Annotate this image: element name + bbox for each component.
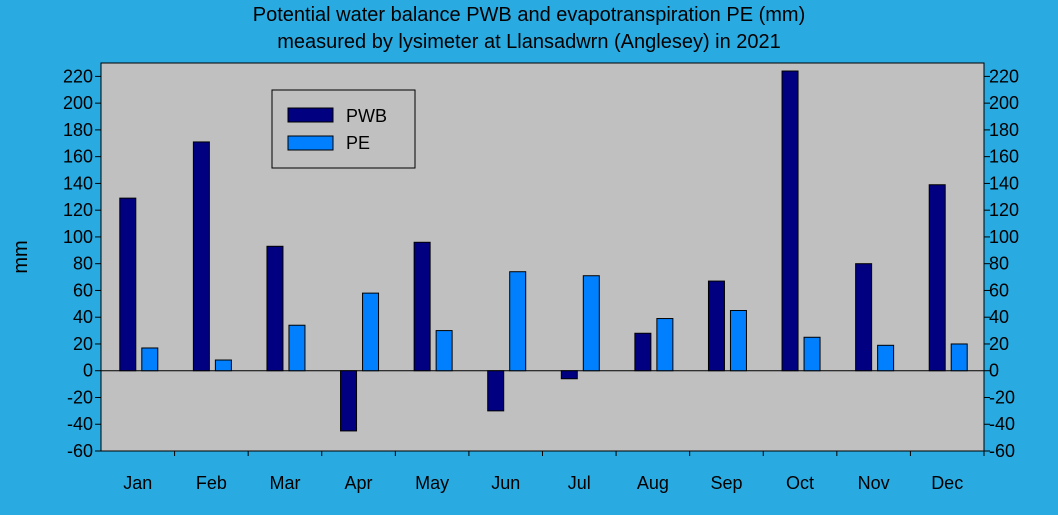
bar-pe-oct [803, 336, 821, 372]
bar-pe-dec [950, 343, 968, 372]
x-tick-label: Jan [123, 473, 152, 493]
x-tick-label: Sep [710, 473, 742, 493]
y-tick-label-left: 20 [73, 334, 93, 354]
chart-title-line-1: Potential water balance PWB and evapotra… [252, 4, 806, 26]
bar-pe-jul [582, 275, 600, 372]
y-tick-label-left: 200 [63, 93, 93, 113]
y-tick-label-right: -20 [989, 387, 1015, 407]
bar-pwb-mar [266, 245, 284, 372]
bar-pwb-feb [192, 141, 210, 372]
y-tick-label-right: 40 [989, 307, 1009, 327]
legend: PWB PE [271, 89, 416, 169]
y-tick-label-right: 120 [989, 200, 1019, 220]
y-axis-label: mm [10, 240, 32, 273]
bar-pe-jun [509, 271, 527, 372]
bar-pe-may [435, 330, 453, 372]
x-tick-label: Jul [568, 473, 591, 493]
y-tick-label-right: 60 [989, 280, 1009, 300]
y-tick-label-right: 140 [989, 173, 1019, 193]
bar-pwb-jul [560, 370, 578, 380]
y-tick-label-left: 120 [63, 200, 93, 220]
bar-pwb-oct [781, 70, 799, 372]
y-tick-label-left: -60 [67, 441, 93, 461]
y-tick-label-left: 140 [63, 173, 93, 193]
y-tick-label-left: 100 [63, 227, 93, 247]
bar-pwb-jun [487, 370, 505, 412]
y-tick-label-right: 80 [989, 254, 1009, 274]
x-tick-label: Dec [931, 473, 963, 493]
x-tick-label: Jun [491, 473, 520, 493]
y-tick-label-left: 180 [63, 120, 93, 140]
legend-swatch-pwb [287, 107, 334, 123]
bar-pwb-nov [855, 263, 873, 372]
bar-pe-jan [141, 347, 159, 372]
bar-pe-sep [729, 310, 747, 372]
y-tick-label-left: 60 [73, 280, 93, 300]
y-tick-label-right: 160 [989, 147, 1019, 167]
x-tick-label: Aug [637, 473, 669, 493]
bar-pwb-apr [340, 370, 358, 432]
y-tick-label-right: -60 [989, 441, 1015, 461]
bar-pe-mar [288, 324, 306, 372]
plot-area [100, 62, 985, 452]
y-tick-label-left: 220 [63, 66, 93, 86]
bar-pwb-dec [928, 184, 946, 372]
y-tick-label-left: 80 [73, 254, 93, 274]
y-tick-label-left: -40 [67, 414, 93, 434]
bar-pwb-aug [634, 332, 652, 372]
y-tick-label-right: -40 [989, 414, 1015, 434]
y-tick-label-right: 200 [989, 93, 1019, 113]
y-tick-label-right: 220 [989, 66, 1019, 86]
y-tick-label-left: 0 [83, 361, 93, 381]
legend-label-pe: PE [346, 133, 370, 153]
bar-pe-feb [214, 359, 232, 372]
bar-pe-nov [877, 344, 895, 372]
y-tick-label-left: 40 [73, 307, 93, 327]
bar-pe-aug [656, 318, 674, 372]
x-tick-label: Oct [786, 473, 814, 493]
bar-pwb-sep [707, 280, 725, 372]
bar-pwb-jan [119, 197, 137, 372]
x-tick-label: Mar [269, 473, 300, 493]
chart-title-line-2: measured by lysimeter at Llansadwrn (Ang… [277, 31, 781, 53]
bar-pe-apr [362, 292, 380, 372]
legend-swatch-pe [287, 135, 334, 151]
bar-pwb-may [413, 241, 431, 372]
x-tick-label: Nov [858, 473, 890, 493]
y-tick-label-left: 160 [63, 147, 93, 167]
x-tick-label: Feb [196, 473, 227, 493]
legend-box [271, 89, 416, 169]
x-tick-label: Apr [345, 473, 373, 493]
y-tick-label-right: 0 [989, 361, 999, 381]
y-tick-label-right: 20 [989, 334, 1009, 354]
y-tick-label-right: 100 [989, 227, 1019, 247]
y-tick-label-right: 180 [989, 120, 1019, 140]
x-tick-label: May [415, 473, 449, 493]
legend-label-pwb: PWB [346, 106, 387, 126]
y-tick-label-left: -20 [67, 387, 93, 407]
